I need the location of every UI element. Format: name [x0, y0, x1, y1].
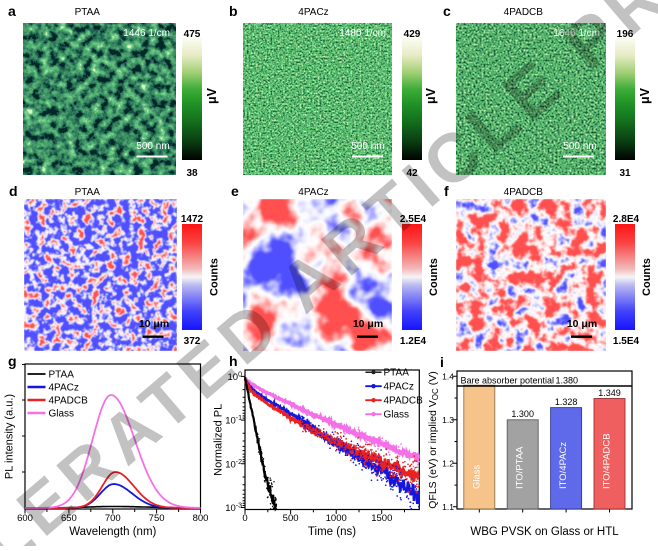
svg-text:1480 1/cm: 1480 1/cm	[339, 28, 386, 39]
svg-text:WBG PVSK on Glass or HTL: WBG PVSK on Glass or HTL	[470, 526, 619, 538]
svg-text:1.2E4: 1.2E4	[400, 336, 427, 347]
svg-text:2.5E4: 2.5E4	[400, 214, 427, 225]
svg-text:d: d	[9, 183, 18, 199]
svg-text:0: 0	[242, 513, 247, 524]
svg-text:1.349: 1.349	[598, 388, 621, 398]
svg-text:4PADCB: 4PADCB	[504, 7, 544, 18]
svg-text:Normalized PL: Normalized PL	[213, 404, 225, 476]
svg-text:4PADCB: 4PADCB	[49, 396, 89, 407]
svg-text:1.328: 1.328	[555, 397, 578, 407]
svg-text:Glass: Glass	[384, 410, 410, 421]
svg-text:4PACz: 4PACz	[298, 187, 328, 198]
svg-text:38: 38	[186, 168, 198, 179]
svg-text:10-2: 10-2	[225, 459, 242, 471]
svg-text:10-3: 10-3	[225, 503, 242, 515]
svg-text:ITO/PTAA: ITO/PTAA	[515, 446, 526, 489]
svg-text:10 μm: 10 μm	[353, 318, 383, 330]
svg-text:600: 600	[17, 513, 33, 524]
svg-text:372: 372	[184, 336, 201, 347]
svg-text:1.300: 1.300	[511, 409, 534, 419]
svg-text:c: c	[443, 3, 451, 19]
svg-text:1.1: 1.1	[442, 502, 454, 512]
svg-text:QFLS (eV) or implied VOC (V): QFLS (eV) or implied VOC (V)	[427, 371, 440, 508]
svg-text:800: 800	[193, 513, 209, 524]
svg-text:500 nm: 500 nm	[563, 141, 596, 152]
svg-text:4PACz: 4PACz	[49, 383, 79, 394]
svg-text:PTAA: PTAA	[75, 187, 101, 198]
svg-text:1.4: 1.4	[442, 371, 454, 381]
svg-text:μV: μV	[205, 87, 219, 104]
svg-text:1.5E4: 1.5E4	[613, 336, 640, 347]
svg-text:4PACz: 4PACz	[384, 382, 414, 393]
svg-text:10-1: 10-1	[225, 415, 242, 427]
svg-text:650: 650	[61, 513, 77, 524]
svg-text:PTAA: PTAA	[384, 368, 410, 379]
svg-text:10 μm: 10 μm	[567, 318, 597, 330]
svg-text:1446 1/cm: 1446 1/cm	[123, 28, 170, 39]
svg-text:1500: 1500	[371, 513, 392, 524]
svg-text:PTAA: PTAA	[49, 370, 75, 381]
svg-text:PTAA: PTAA	[75, 7, 101, 18]
svg-text:Glass: Glass	[471, 464, 482, 489]
svg-text:1.2: 1.2	[442, 458, 454, 468]
svg-text:Counts: Counts	[641, 258, 653, 296]
svg-text:196: 196	[617, 29, 634, 40]
svg-text:475: 475	[184, 29, 201, 40]
svg-text:10 μm: 10 μm	[139, 318, 169, 330]
svg-text:100: 100	[228, 371, 243, 383]
svg-text:μV: μV	[638, 87, 652, 104]
svg-text:4PADCB: 4PADCB	[504, 187, 544, 198]
svg-text:Bare absorber potential: Bare absorber potential	[461, 376, 555, 386]
svg-text:PL intensity (a.u.): PL intensity (a.u.)	[4, 394, 16, 479]
svg-text:500 nm: 500 nm	[351, 141, 384, 152]
svg-text:1.380: 1.380	[556, 376, 579, 386]
svg-text:Glass: Glass	[49, 409, 75, 420]
svg-text:Time (ns): Time (ns)	[308, 526, 356, 538]
svg-text:4PADCB: 4PADCB	[384, 396, 424, 407]
svg-text:1646 1/cm: 1646 1/cm	[553, 28, 600, 39]
svg-text:h: h	[229, 353, 238, 369]
svg-text:1472: 1472	[181, 214, 204, 225]
svg-text:750: 750	[149, 513, 165, 524]
svg-text:1000: 1000	[326, 513, 347, 524]
svg-text:Wavelength (nm): Wavelength (nm)	[69, 526, 156, 538]
svg-text:ITO/4PADCB: ITO/4PADCB	[602, 433, 613, 489]
svg-text:g: g	[8, 353, 17, 369]
svg-text:b: b	[229, 3, 238, 19]
svg-text:4PACz: 4PACz	[298, 7, 328, 18]
svg-text:i: i	[440, 354, 444, 370]
svg-text:e: e	[231, 183, 239, 199]
svg-text:429: 429	[404, 29, 421, 40]
svg-text:μV: μV	[424, 87, 438, 104]
svg-text:500: 500	[283, 513, 299, 524]
svg-text:500 nm: 500 nm	[136, 141, 169, 152]
svg-text:Counts: Counts	[428, 258, 440, 296]
svg-text:Counts: Counts	[209, 258, 221, 296]
svg-text:31: 31	[619, 168, 631, 179]
svg-text:ITO/4PACz: ITO/4PACz	[558, 442, 569, 489]
svg-text:42: 42	[406, 168, 418, 179]
svg-text:a: a	[8, 3, 16, 19]
svg-text:f: f	[444, 183, 449, 199]
svg-text:700: 700	[105, 513, 121, 524]
svg-text:1.3: 1.3	[442, 415, 454, 425]
svg-text:2.8E4: 2.8E4	[613, 214, 640, 225]
